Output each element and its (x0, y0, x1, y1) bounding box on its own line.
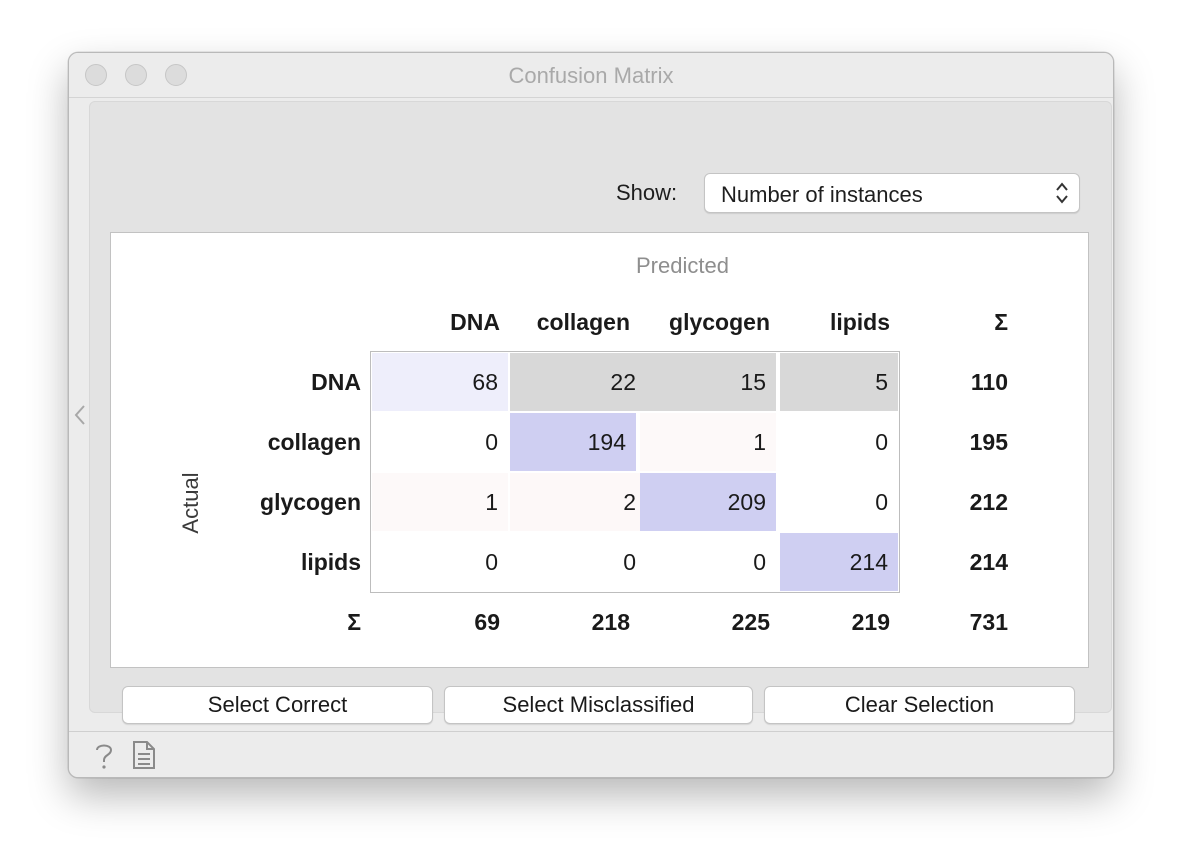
help-icon[interactable] (91, 740, 117, 770)
show-label: Show: (616, 180, 678, 205)
grand-total: 731 (969, 609, 1008, 635)
clear-selection-button[interactable]: Clear Selection (764, 686, 1075, 724)
column-header-collagen: collagen (536, 309, 630, 335)
title-bar: Confusion Matrix (69, 53, 1113, 98)
select-correct-button[interactable]: Select Correct (122, 686, 433, 724)
predicted-axis-label: Predicted (636, 253, 729, 278)
minimize-window-button[interactable] (125, 64, 147, 86)
column-header-glycogen: glycogen (669, 309, 770, 335)
show-select-value: Number of instances (721, 182, 923, 207)
matrix-cell[interactable]: 194 (510, 413, 636, 471)
column-header-sum: Σ (994, 309, 1008, 335)
status-bar (69, 731, 1113, 777)
matrix-cell[interactable]: 1 (372, 473, 508, 531)
matrix-cell[interactable]: 68 (372, 353, 508, 411)
matrix-cell[interactable]: 0 (372, 413, 508, 471)
window-title: Confusion Matrix (508, 63, 674, 88)
matrix-cell[interactable]: 2 (510, 473, 646, 531)
zoom-window-button[interactable] (165, 64, 187, 86)
report-icon[interactable] (131, 740, 157, 770)
column-total: 218 (591, 609, 630, 635)
matrix-cell[interactable]: 0 (780, 473, 898, 531)
row-total: 195 (969, 429, 1008, 455)
matrix-cell[interactable]: 214 (780, 533, 898, 591)
matrix-cell[interactable]: 0 (510, 533, 646, 591)
column-header-dna: DNA (450, 309, 500, 335)
matrix-cell[interactable]: 1 (640, 413, 776, 471)
column-total: 225 (731, 609, 770, 635)
chevron-left-icon[interactable] (73, 403, 87, 427)
actual-axis-label: Actual (178, 472, 203, 534)
row-header-dna: DNA (311, 369, 361, 395)
matrix-cell[interactable]: 0 (780, 413, 898, 471)
confusion-matrix-table: Predicted Actual DNA collagen glycogen l… (110, 232, 1089, 668)
row-total: 110 (970, 369, 1008, 395)
row-total: 214 (969, 549, 1008, 575)
row-header-collagen: collagen (267, 429, 361, 455)
column-total: 69 (474, 609, 500, 635)
column-header-lipids: lipids (829, 309, 890, 335)
matrix-cell[interactable]: 0 (372, 533, 508, 591)
matrix-cell[interactable]: 5 (780, 353, 898, 411)
main-panel: Show: Number of instances Predicted Actu… (89, 101, 1112, 724)
show-select[interactable]: Number of instances (704, 173, 1080, 213)
row-total: 212 (969, 489, 1008, 515)
column-total: 219 (851, 609, 890, 635)
matrix-cell[interactable]: 0 (640, 533, 776, 591)
close-window-button[interactable] (85, 64, 107, 86)
select-misclassified-button[interactable]: Select Misclassified (444, 686, 753, 724)
updown-chevron-icon (1056, 182, 1068, 204)
confusion-matrix-window: Confusion Matrix Show: Number of instanc… (68, 52, 1114, 778)
matrix-cell[interactable]: 22 (510, 353, 646, 411)
matrix-cell[interactable]: 15 (640, 353, 776, 411)
row-header-glycogen: glycogen (260, 489, 361, 515)
matrix-cell[interactable]: 209 (640, 473, 776, 531)
row-header-lipids: lipids (300, 549, 361, 575)
row-header-sum: Σ (347, 609, 361, 635)
